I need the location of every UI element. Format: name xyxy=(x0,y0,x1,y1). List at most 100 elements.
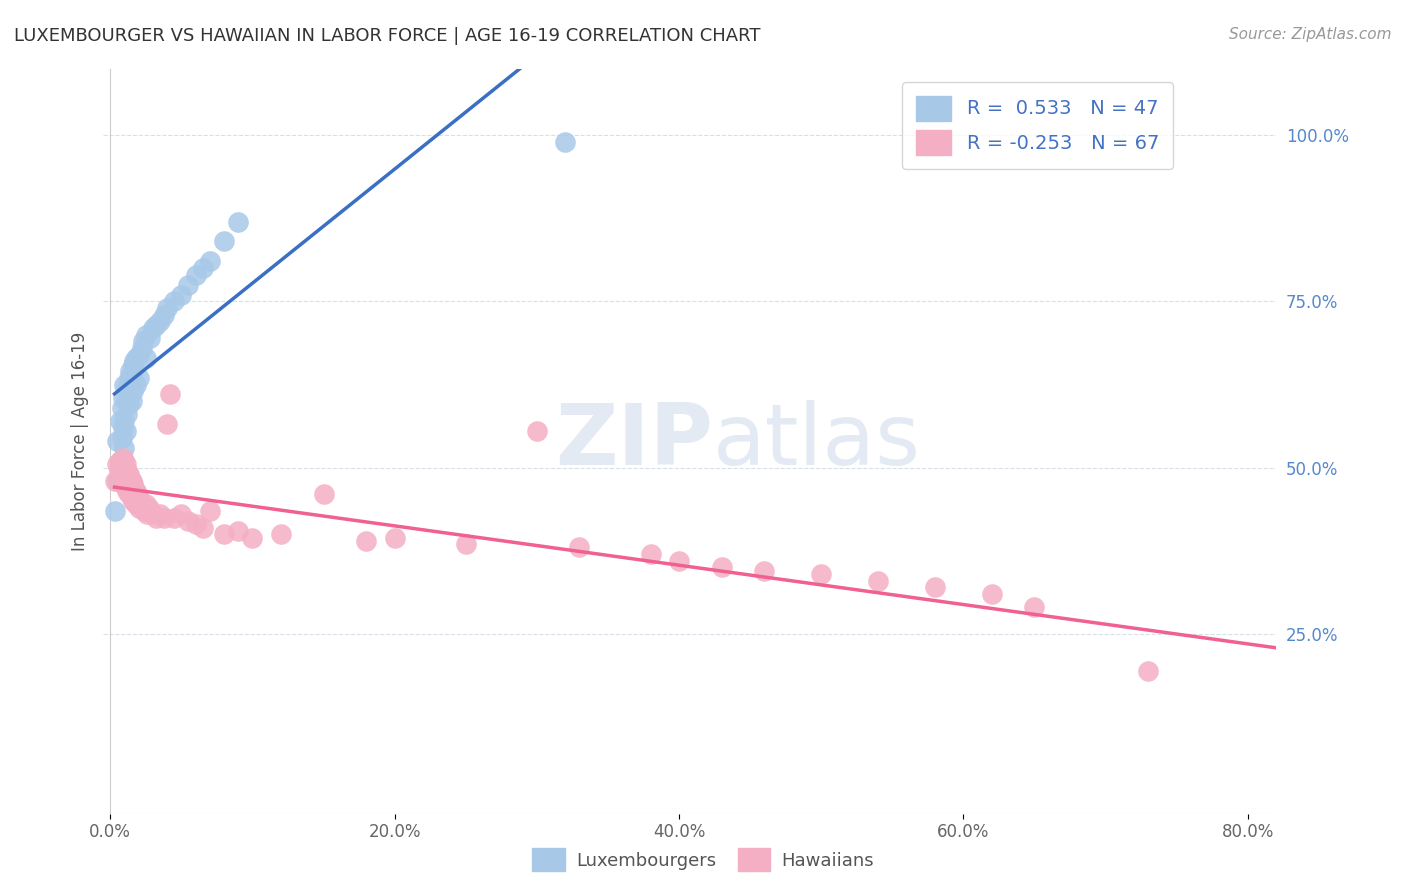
Point xyxy=(131,497,153,511)
Point xyxy=(129,494,152,508)
Point xyxy=(312,487,335,501)
Point xyxy=(568,541,591,555)
Point xyxy=(191,261,214,276)
Point xyxy=(124,354,146,368)
Point xyxy=(156,301,179,315)
Point xyxy=(115,481,138,495)
Point xyxy=(139,331,162,345)
Point xyxy=(142,321,165,335)
Point xyxy=(121,368,143,382)
Point xyxy=(121,474,143,488)
Point xyxy=(170,287,193,301)
Point xyxy=(118,487,141,501)
Point xyxy=(120,470,142,484)
Point xyxy=(191,520,214,534)
Point xyxy=(454,537,477,551)
Point xyxy=(114,441,136,455)
Point xyxy=(924,581,946,595)
Point xyxy=(128,371,150,385)
Point xyxy=(108,454,131,468)
Point xyxy=(159,387,181,401)
Point xyxy=(149,314,172,328)
Point xyxy=(134,504,156,518)
Point xyxy=(114,477,136,491)
Point xyxy=(226,524,249,538)
Y-axis label: In Labor Force | Age 16-19: In Labor Force | Age 16-19 xyxy=(72,332,89,550)
Point xyxy=(866,574,889,588)
Point xyxy=(1294,677,1316,691)
Point xyxy=(110,431,132,445)
Point xyxy=(198,254,221,268)
Point xyxy=(135,497,157,511)
Point xyxy=(139,504,162,518)
Point xyxy=(1024,600,1046,615)
Point xyxy=(138,500,160,515)
Point xyxy=(118,397,141,411)
Point xyxy=(128,491,150,505)
Point xyxy=(226,214,249,228)
Point xyxy=(117,483,139,498)
Point xyxy=(125,483,148,498)
Point xyxy=(668,554,690,568)
Point xyxy=(115,458,138,472)
Point xyxy=(125,377,148,392)
Point xyxy=(105,474,128,488)
Point xyxy=(145,318,167,332)
Point xyxy=(105,458,128,472)
Point xyxy=(153,510,176,524)
Point xyxy=(122,358,145,372)
Text: Source: ZipAtlas.com: Source: ZipAtlas.com xyxy=(1229,27,1392,42)
Point xyxy=(125,497,148,511)
Point xyxy=(184,517,207,532)
Point xyxy=(128,500,150,515)
Point xyxy=(136,507,159,521)
Point xyxy=(384,531,406,545)
Point xyxy=(142,507,165,521)
Point xyxy=(105,434,128,448)
Point xyxy=(112,450,135,465)
Point xyxy=(354,533,377,548)
Legend: R =  0.533   N = 47, R = -0.253   N = 67: R = 0.533 N = 47, R = -0.253 N = 67 xyxy=(903,82,1173,169)
Point xyxy=(198,504,221,518)
Point xyxy=(108,454,131,468)
Text: ZIP: ZIP xyxy=(555,400,713,483)
Point xyxy=(128,348,150,362)
Point xyxy=(710,560,733,574)
Point xyxy=(117,464,139,478)
Point xyxy=(115,394,138,409)
Point xyxy=(118,467,141,482)
Point xyxy=(132,500,155,515)
Point xyxy=(125,351,148,365)
Point xyxy=(115,424,138,438)
Text: atlas: atlas xyxy=(713,400,921,483)
Point xyxy=(120,364,142,378)
Point xyxy=(149,507,172,521)
Point xyxy=(117,381,139,395)
Point xyxy=(1137,664,1160,678)
Point xyxy=(122,494,145,508)
Point xyxy=(112,391,135,405)
Point xyxy=(163,510,186,524)
Point xyxy=(127,487,149,501)
Point xyxy=(114,377,136,392)
Point xyxy=(110,460,132,475)
Point xyxy=(112,467,135,482)
Point xyxy=(554,135,576,149)
Point xyxy=(122,384,145,399)
Point xyxy=(135,351,157,365)
Point xyxy=(212,235,235,249)
Point xyxy=(114,414,136,428)
Point xyxy=(177,514,200,528)
Point xyxy=(107,464,129,478)
Point xyxy=(212,527,235,541)
Point xyxy=(132,334,155,349)
Point xyxy=(980,587,1002,601)
Point xyxy=(242,531,264,545)
Point xyxy=(103,504,125,518)
Point xyxy=(640,547,662,561)
Point xyxy=(270,527,292,541)
Point xyxy=(131,341,153,355)
Point xyxy=(121,394,143,409)
Point xyxy=(121,491,143,505)
Point xyxy=(153,308,176,322)
